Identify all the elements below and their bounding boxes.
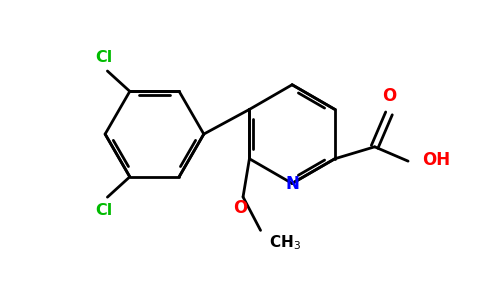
Text: Cl: Cl [95, 203, 112, 218]
Text: OH: OH [423, 151, 451, 169]
Text: N: N [285, 175, 299, 193]
Text: O: O [233, 199, 247, 217]
Text: O: O [382, 87, 396, 105]
Text: CH$_3$: CH$_3$ [269, 234, 301, 252]
Text: Cl: Cl [95, 50, 112, 65]
